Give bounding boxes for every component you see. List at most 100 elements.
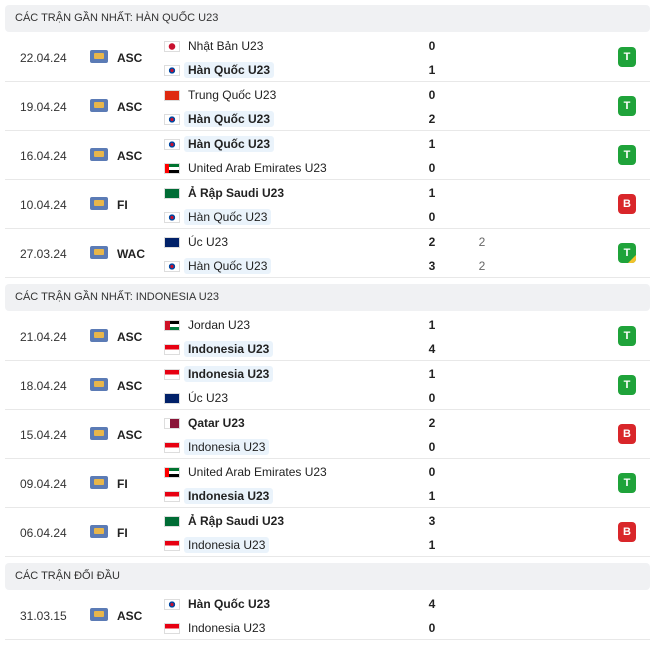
match-row: 09.04.24 FI United Arab Emirates U23 0 Indon…	[5, 459, 650, 508]
team-score: 2	[428, 112, 436, 126]
result-badge: T	[618, 96, 636, 116]
competition: ASC	[117, 609, 143, 623]
result-badge: T	[618, 145, 636, 165]
team-score: 1	[428, 186, 436, 200]
competition-icon	[90, 378, 108, 391]
competition-icon	[90, 50, 108, 63]
match-date: 31.03.15	[20, 609, 67, 623]
team-name: Indonesia U23	[184, 537, 270, 553]
team-flag	[164, 114, 180, 125]
team-flag	[164, 212, 180, 223]
team-flag	[164, 442, 180, 453]
match-date: 10.04.24	[20, 198, 67, 212]
competition-icon	[90, 329, 108, 342]
team-name: Hàn Quốc U23	[184, 111, 275, 127]
team-name: Hàn Quốc U23	[184, 209, 272, 225]
competition: FI	[117, 526, 128, 540]
match-row: 19.04.24 ASC Trung Quốc U23 0 Hàn Quốc U23 2 T	[5, 82, 650, 131]
match-row: 16.04.24 ASC Hàn Quốc U23 1 United Arab Emir…	[5, 131, 650, 180]
competition: ASC	[117, 149, 143, 163]
team-score: 1	[428, 318, 436, 332]
match-date: 18.04.24	[20, 379, 67, 393]
team-name: Ả Rập Saudi U23	[188, 514, 285, 528]
competition: WAC	[117, 247, 145, 261]
team-name: Úc U23	[188, 235, 229, 249]
team-flag	[164, 90, 180, 101]
team-flag	[164, 65, 180, 76]
team-score: 1	[428, 137, 436, 151]
result-badge: B	[618, 522, 636, 542]
team-score: 0	[428, 440, 436, 454]
team-flag	[164, 491, 180, 502]
team-flag	[164, 188, 180, 199]
team-name: Indonesia U23	[184, 488, 274, 504]
team-name: Indonesia U23	[188, 621, 266, 635]
team-flag	[164, 599, 180, 610]
team-flag	[164, 369, 180, 380]
result-badge: B	[618, 194, 636, 214]
team-flag	[164, 516, 180, 527]
competition-icon	[90, 427, 108, 440]
team-flag	[164, 163, 180, 174]
team-name: United Arab Emirates U23	[188, 465, 327, 479]
team-score: 2	[428, 416, 436, 430]
competition: ASC	[117, 51, 143, 65]
result-badge: T	[618, 375, 636, 395]
team-name: Jordan U23	[188, 318, 251, 332]
team-score: 0	[428, 88, 436, 102]
team-name: Nhật Bản U23	[188, 39, 264, 53]
team-flag	[164, 540, 180, 551]
match-row: 21.04.24 ASC Jordan U23 1 Indonesia U23 4 T	[5, 312, 650, 361]
result-badge: T	[618, 326, 636, 346]
team-flag	[164, 418, 180, 429]
match-date: 21.04.24	[20, 330, 67, 344]
team-flag	[164, 237, 180, 248]
team-flag	[164, 344, 180, 355]
competition-icon	[90, 525, 108, 538]
team-name: United Arab Emirates U23	[188, 161, 327, 175]
badge-corner	[628, 255, 636, 263]
competition: ASC	[117, 330, 143, 344]
competition-icon	[90, 99, 108, 112]
team-flag	[164, 41, 180, 52]
team-score: 0	[428, 465, 436, 479]
result-badge: T	[618, 473, 636, 493]
result-badge: T	[618, 47, 636, 67]
competition-icon	[90, 246, 108, 259]
team-score: 3	[428, 514, 436, 528]
competition: ASC	[117, 379, 143, 393]
team-flag	[164, 467, 180, 478]
match-row: 15.04.24 ASC Qatar U23 2 Indonesia U23 0 B	[5, 410, 650, 459]
team-score: 0	[428, 161, 436, 175]
team-name: Ả Rập Saudi U23	[188, 186, 285, 200]
team-score: 0	[428, 39, 436, 53]
match-date: 27.03.24	[20, 247, 67, 261]
team-score: 3	[428, 259, 436, 273]
team-name: Hàn Quốc U23	[184, 258, 272, 274]
result-badge: T	[618, 243, 636, 263]
competition-icon	[90, 476, 108, 489]
team-flag	[164, 320, 180, 331]
team-flag	[164, 139, 180, 150]
team-score: 1	[428, 538, 436, 552]
match-row: 22.04.24 ASC Nhật Bản U23 0 Hàn Quốc U23 1 T	[5, 33, 650, 82]
competition: ASC	[117, 428, 143, 442]
team-score: 1	[428, 367, 436, 381]
competition-icon	[90, 608, 108, 621]
team-extra-score: 2	[478, 235, 486, 249]
match-row: 27.03.24 WAC Úc U23 2 2 Hàn Quốc U23 3 2 T	[5, 229, 650, 278]
team-score: 4	[428, 597, 436, 611]
competition-icon	[90, 148, 108, 161]
competition: FI	[117, 198, 128, 212]
match-date: 15.04.24	[20, 428, 67, 442]
team-flag	[164, 393, 180, 404]
team-name: Trung Quốc U23	[188, 88, 277, 102]
team-flag	[164, 261, 180, 272]
team-name: Indonesia U23	[184, 341, 274, 357]
match-date: 09.04.24	[20, 477, 67, 491]
team-score: 2	[428, 235, 436, 249]
match-date: 06.04.24	[20, 526, 67, 540]
match-row: 31.03.15 ASC Hàn Quốc U23 4 Indonesia U23 0	[5, 591, 650, 640]
team-flag	[164, 623, 180, 634]
